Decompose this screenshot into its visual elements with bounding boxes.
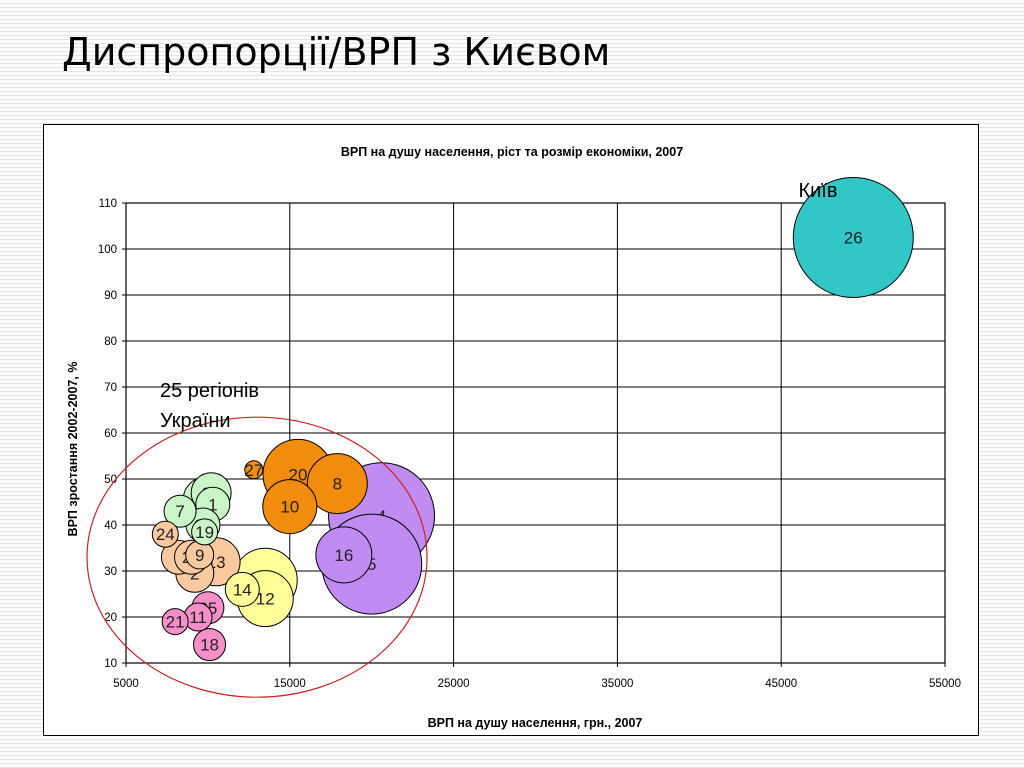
chart-frame: ВРП на душу населення, ріст та розмір ек… [43,124,979,736]
bubble-24: 24 [151,520,179,548]
bubble-label: 11 [189,608,207,627]
bubble-circle [151,520,179,548]
y-tick-label: 20 [104,612,117,624]
bubble-label: 16 [334,546,353,565]
bubble-label: 14 [233,580,252,599]
chart-title: ВРП на душу населення, ріст та розмір ек… [341,145,683,159]
bubble-circle [262,479,318,535]
y-axis-title: ВРП зростання 2002-2007, % [66,362,80,537]
y-tick-label: 90 [104,290,117,302]
bubble-8: 8 [306,453,368,515]
bubble-label: 5 [367,555,376,574]
regions-highlight-ellipse [86,416,428,698]
y-tick-label: 80 [104,336,117,348]
bubble-chart: ВРП на душу населення, ріст та розмір ек… [66,145,961,730]
bubble-circle [306,453,368,515]
y-tick-label: 50 [104,474,117,486]
bubble-7: 7 [163,494,197,528]
bubble-label: 10 [280,498,299,517]
bubble-27: 27 [244,460,264,480]
bubble-10: 10 [262,479,318,535]
y-tick-label: 110 [99,198,117,210]
x-tick-label: 5000 [113,678,139,690]
bubble-label: 26 [844,229,863,248]
x-tick-label: 55000 [929,678,961,690]
bubble-label: 1 [208,495,217,514]
bubble-circle [163,494,197,528]
bubble-label: 9 [195,546,204,565]
bubble-19: 19 [191,518,219,546]
y-tick-label: 70 [104,382,117,394]
bubble-circle [161,608,189,636]
x-tick-label: 25000 [438,678,470,690]
bubble-18: 18 [193,628,227,662]
bubble-label: 19 [195,523,214,542]
bubble-11: 11 [183,602,213,632]
y-tick-label: 100 [98,244,117,256]
bubble-circle [224,571,260,607]
bubble-14: 14 [224,571,260,607]
bubble-label: 24 [156,525,175,544]
x-tick-label: 45000 [765,678,797,690]
y-tick-label: 60 [104,428,117,440]
bubble-circle [193,628,227,662]
y-tick-label: 30 [104,566,117,578]
bubble-9: 9 [185,540,215,570]
bubble-26: 26 [792,177,914,298]
bubble-label: 27 [244,461,263,480]
bubble-circle [315,526,373,584]
bubble-label: 12 [256,590,275,609]
x-tick-label: 35000 [601,678,633,690]
bubbles: 2645201581612101332321176221472518911192… [151,177,914,662]
bubble-label: 21 [166,613,185,632]
regions-annotation-line2: України [160,410,231,432]
bubble-16: 16 [315,526,373,584]
bubble-21: 21 [161,608,189,636]
slide-title: Диспропорції/ВРП з Києвом [62,30,611,74]
bubble-label: 18 [200,636,219,655]
x-tick-label: 15000 [274,678,306,690]
x-axis-title: ВРП на душу населення, грн., 2007 [428,716,643,730]
y-tick-label: 10 [104,658,117,670]
kyiv-annotation: Київ [798,180,837,202]
bubble-label: 7 [175,502,184,521]
bubble-circle [191,518,219,546]
bubble-label: 8 [333,475,342,494]
y-tick-label: 40 [104,520,117,532]
bubble-circle [244,460,264,480]
bubble-circle [792,177,914,298]
regions-annotation-line1: 25 регіонів [160,380,259,402]
